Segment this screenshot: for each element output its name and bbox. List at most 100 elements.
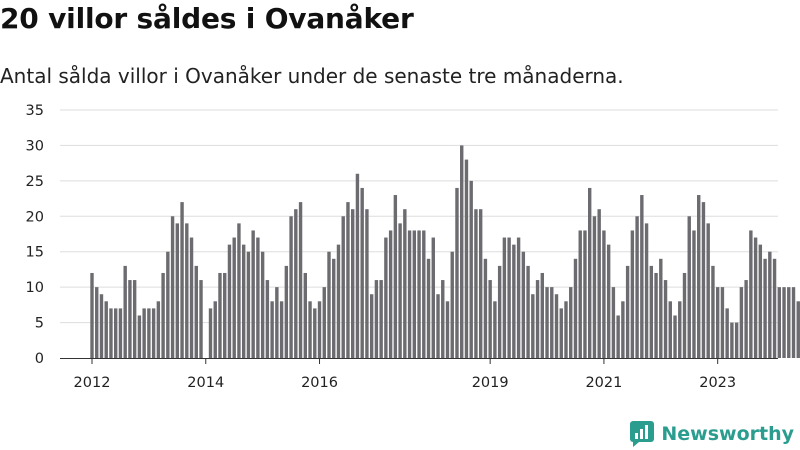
bar [114,308,118,358]
page-title: 20 villor såldes i Ovanåker [0,2,414,35]
bar [388,230,393,358]
bar [241,244,246,358]
bar [147,308,151,358]
bar [374,280,379,358]
chart-subtitle: Antal sålda villor i Ovanåker under de s… [0,64,624,88]
bar [237,223,241,358]
bar [194,265,198,358]
bar [673,315,677,358]
bar [777,287,781,358]
bar [441,280,445,358]
bar [90,272,94,358]
bar [227,244,232,358]
bar [303,272,307,358]
bar [189,237,194,358]
bar [308,301,312,358]
bar [469,180,473,358]
bar [720,287,725,358]
bar [545,287,549,358]
bar [142,308,146,358]
bar [322,287,326,358]
bar [360,187,364,358]
bar [313,308,317,358]
bar [294,209,298,358]
y-tick-label: 25 [26,174,44,190]
bar [725,308,729,358]
bar [384,237,388,358]
bar [341,216,345,358]
bar [521,251,526,358]
bar [132,280,137,358]
bar [270,301,274,358]
bar [621,301,625,358]
bar [772,258,777,358]
bar [497,265,502,358]
bar [635,216,639,358]
bar [602,230,606,358]
bar [412,230,417,358]
bar [569,287,573,358]
bar [170,216,175,358]
bar [426,258,431,358]
bar [526,265,530,358]
bar [493,301,497,358]
bar [246,251,251,358]
bar [687,216,691,358]
bar [535,280,540,358]
bar [213,301,217,358]
bar [351,209,355,358]
bar [758,244,763,358]
bar [588,187,592,358]
brand-name: Newsworthy [661,423,794,445]
bar [592,216,597,358]
bar [711,265,715,358]
bar [393,195,398,358]
bar [502,237,507,358]
bar [175,223,180,358]
bar [403,209,407,358]
bar [336,244,341,358]
bar [630,230,635,358]
y-tick-label: 15 [26,245,44,261]
bar [564,301,568,358]
bar [464,159,469,358]
bar [692,230,696,358]
y-tick-label: 10 [26,280,44,296]
newsworthy-logo[interactable]: Newsworthy [629,420,794,448]
bar [787,287,791,358]
bar [559,308,563,358]
bar [218,272,222,358]
bar [223,272,227,358]
bar [739,287,744,358]
bar [256,237,260,358]
bar [95,287,99,358]
bar [540,272,544,358]
bar [749,230,753,358]
bar [578,230,582,358]
bar [782,287,786,358]
bar [744,280,748,358]
bar [715,287,720,358]
bar [151,308,156,358]
bar [512,244,516,358]
bar [232,237,236,358]
bar [369,294,374,358]
bar [123,265,127,358]
bar [734,322,739,358]
bar [407,230,412,358]
y-tick-label: 35 [26,103,44,119]
bar [327,251,331,358]
y-axis-ticks: 0 5 10 15 20 25 30 35 [26,103,44,367]
bar [251,230,255,358]
bar [753,237,758,358]
bar [99,294,104,358]
bar [663,280,668,358]
bar [597,209,601,358]
bar [678,301,682,358]
bar [365,209,369,358]
bar [118,308,123,358]
y-tick-label: 20 [26,209,44,225]
bar [507,237,511,358]
bar [654,272,658,358]
